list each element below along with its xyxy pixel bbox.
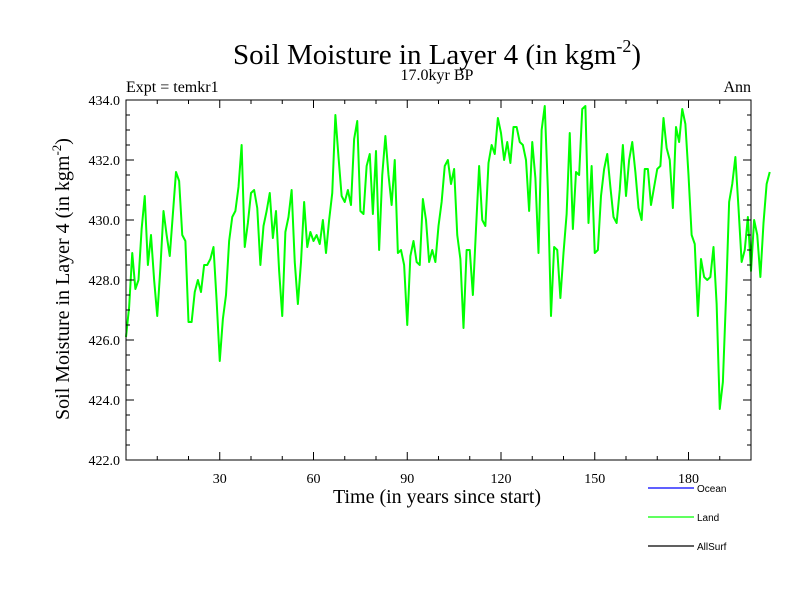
y-tick-label: 422.0 xyxy=(89,454,121,469)
legend-label-land: Land xyxy=(697,513,719,524)
y-tick-label: 430.0 xyxy=(89,214,121,229)
chart-title-superscript: -2 xyxy=(616,36,631,56)
x-axis-label: Time (in years since start) xyxy=(333,486,541,508)
y-tick-label: 434.0 xyxy=(89,94,121,109)
y-tick-label: 424.0 xyxy=(89,394,121,409)
y-tick-label: 428.0 xyxy=(89,274,121,289)
subtitle-season: Ann xyxy=(723,79,751,96)
x-tick-label: 180 xyxy=(678,472,699,487)
subtitle-period: 17.0kyr BP xyxy=(401,67,474,84)
axis-ticks: 422.0 424.0 426.0 428.0 430.0 432.0 434.0 30 60 9… xyxy=(89,94,751,487)
y-tick-label: 426.0 xyxy=(89,334,121,349)
legend-label-ocean: Ocean xyxy=(697,484,726,495)
x-tick-label: 90 xyxy=(400,472,414,487)
x-tick-label: 30 xyxy=(213,472,227,487)
y-tick-label: 432.0 xyxy=(89,154,121,169)
y-axis-label: Soil Moisture in Layer 4 (in kgm-2) xyxy=(49,138,74,420)
legend-label-allsurf: AllSurf xyxy=(697,542,727,553)
land-series-line xyxy=(125,105,771,410)
legend: Ocean Land AllSurf xyxy=(648,484,727,553)
chart-title: Soil Moisture in Layer 4 (in kgm-2) xyxy=(233,36,641,71)
x-tick-label: 120 xyxy=(491,472,512,487)
x-tick-label: 150 xyxy=(584,472,605,487)
x-tick-label: 60 xyxy=(307,472,321,487)
subtitle-experiment: Expt = temkr1 xyxy=(126,79,219,96)
plot-frame xyxy=(125,99,752,461)
y-axis-label-superscript: -2 xyxy=(49,145,64,156)
